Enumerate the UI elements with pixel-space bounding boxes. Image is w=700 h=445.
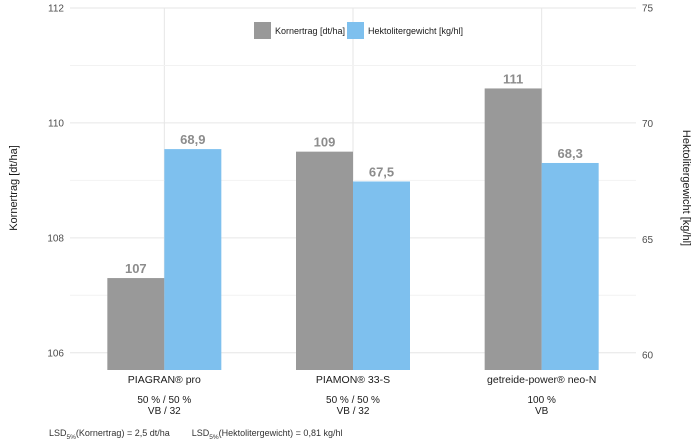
legend-swatch-hektolitergewicht [347,22,364,39]
bar-hektolitergewicht [353,181,410,370]
bar-value-label: 68,3 [558,146,583,161]
bar-hektolitergewicht [541,162,599,370]
bar-value-label: 111 [503,71,523,86]
bar-kornertrag [484,88,542,370]
right-tick-label: 70 [642,119,654,130]
bar-value-label: 67,5 [369,164,394,179]
bar-value-label: 109 [314,135,336,150]
left-tick-label: 106 [47,348,64,359]
left-tick-label: 110 [48,118,64,129]
category-label: PIAGRAN® pro [128,374,201,386]
bar-value-label: 68,9 [180,132,205,147]
category-sublabel: VB / 32 [148,406,181,417]
legend-label-hektolitergewicht: Hektolitergewicht [kg/hl] [368,26,463,36]
category-sublabel: 50 % / 50 % [326,395,380,406]
right-tick-label: 60 [642,350,654,361]
bar-kornertrag [296,151,353,370]
category-sublabel: VB [535,406,549,417]
bar-data-labels: 107 109 111 68,9 67,5 68,3 [125,71,583,276]
category-sublabel: VB / 32 [337,406,370,417]
legend: Kornertrag [dt/ha] Hektolitergewicht [kg… [254,22,463,39]
lsd-kornertrag-note: LSD5%(Kornertrag) = 2,5 dt/ha [49,428,170,441]
right-axis-title: Hektolitergewicht [kg/hl] [680,130,692,246]
category-label: getreide-power® neo-N [487,374,596,386]
bar-value-label: 107 [125,261,147,276]
category-sublabel: 100 % [527,395,555,406]
bars [107,88,599,370]
left-axis-title: Kornertrag [dt/ha] [8,145,20,231]
right-tick-label: 75 [642,4,654,15]
legend-swatch-kornertrag [254,22,271,39]
lsd-footnote: LSD5%(Kornertrag) = 2,5 dt/ha LSD5%(Hekto… [49,428,342,441]
bar-hektolitergewicht [164,149,222,370]
right-tick-label: 65 [642,235,654,246]
legend-label-kornertrag: Kornertrag [dt/ha] [275,26,345,36]
left-tick-label: 108 [47,233,64,244]
category-sublabel: 50 % / 50 % [137,395,191,406]
bar-kornertrag [107,278,165,370]
right-axis-ticks: 60 65 70 75 [642,4,654,362]
lsd-hektolitergewicht-note: LSD5%(Hektolitergewicht) = 0,81 kg/hl [191,428,343,441]
left-axis-ticks: 106 108 110 112 [47,4,64,360]
left-tick-label: 112 [48,4,64,15]
category-label: PIAMON® 33-S [316,374,390,386]
